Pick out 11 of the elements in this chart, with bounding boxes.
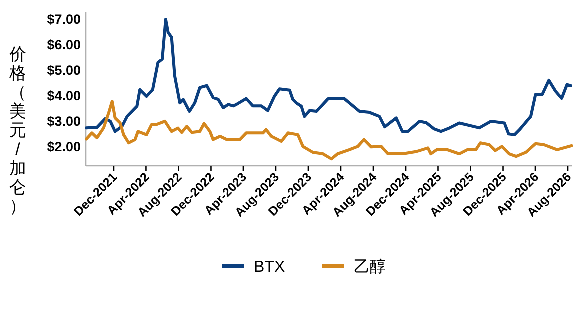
y-tick-label: $7.00 — [47, 12, 81, 28]
text: 价格（美元/加仑） — [10, 45, 26, 216]
y-tick-label: $5.00 — [47, 63, 81, 78]
legend-label: BTX — [254, 259, 286, 276]
legend-label: 乙醇 — [354, 258, 386, 276]
y-tick-label: $6.00 — [47, 38, 81, 53]
line-series — [85, 100, 574, 161]
line-series — [85, 18, 572, 136]
y-tick-label: $4.00 — [47, 88, 81, 104]
y-tick-label: $3.00 — [47, 114, 81, 129]
y-tick-label: $2.00 — [47, 139, 81, 154]
